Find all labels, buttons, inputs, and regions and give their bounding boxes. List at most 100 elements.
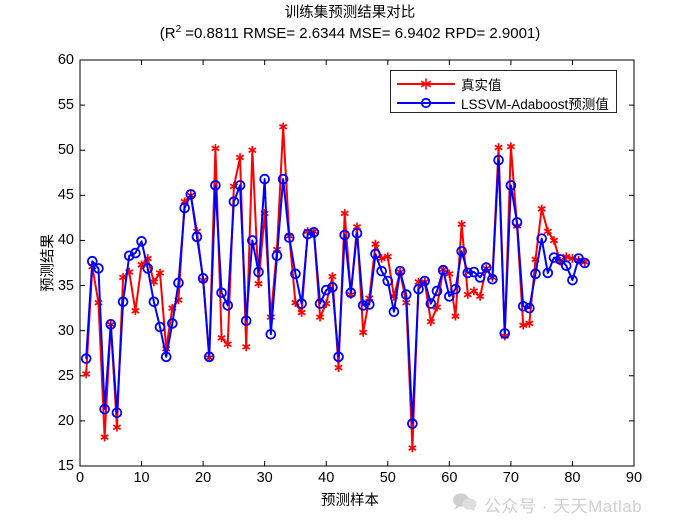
data-point-marker [340,209,349,218]
data-point-marker [567,274,578,286]
watermark-text: 公众号 · 天天Matlab [484,497,643,516]
data-point-marker [537,204,546,214]
data-point-marker [474,272,486,283]
data-point-marker [339,229,350,241]
y-tick-label: 60 [57,52,74,68]
chart-title-block: 训练集预测结果对比 (R2 =0.8811 RMSE= 2.6344 MSE= … [0,4,700,44]
watermark: 公众号 · 天天Matlab [452,492,642,517]
x-tick-label: 80 [564,470,581,486]
x-tick-label: 20 [195,470,212,486]
y-tick-label: 50 [57,142,74,159]
data-point-marker [408,443,417,453]
y-tick-label: 45 [57,187,74,204]
data-point-marker [506,142,516,151]
data-point-marker [81,369,91,379]
data-point-marker [222,300,234,311]
data-point-marker [371,239,380,249]
data-point-marker [357,300,369,311]
data-point-marker [242,342,251,352]
legend-label-truth: 真实值 [461,77,502,93]
y-tick-label: 20 [57,412,74,429]
data-point-marker [223,339,232,349]
data-point-marker [383,252,392,261]
data-point-marker [419,275,431,287]
data-point-marker [148,296,160,308]
data-point-marker [468,266,480,278]
data-point-marker [487,273,498,285]
data-point-marker [210,180,221,191]
data-point-marker [253,266,264,278]
subtitle-superscript: 2 [175,24,182,36]
data-point-marker [456,245,467,257]
data-point-marker [93,263,104,274]
data-point-marker [123,250,135,262]
data-point-marker [87,255,98,267]
data-point-marker [112,422,122,432]
data-point-marker [494,143,503,152]
data-point-marker [154,321,166,333]
data-point-marker [548,252,560,263]
data-point-marker [99,403,110,415]
data-point-marker [543,227,552,236]
data-point-marker [352,222,362,232]
data-point-marker [290,268,301,280]
data-point-marker [136,236,147,247]
data-point-marker [475,292,485,301]
data-point-marker [345,287,357,299]
x-tick-label: 60 [441,470,458,486]
data-point-marker [197,273,209,284]
data-point-marker [297,308,306,317]
data-point-marker [179,202,190,214]
data-point-marker [426,317,436,326]
chart-subtitle: (R2 =0.8811 RMSE= 2.6344 MSE= 6.9402 RPD… [0,24,700,44]
data-point-marker [155,268,165,278]
data-point-marker [314,298,326,309]
data-point-marker [80,353,92,364]
data-point-marker [240,315,252,327]
series-line-star [85,125,586,449]
data-point-marker [234,180,246,191]
data-point-marker [302,228,314,240]
wechat-icon [452,492,478,517]
data-point-marker [259,173,270,185]
data-point-marker [328,272,337,281]
y-tick-label: 35 [57,277,74,294]
data-point-marker [536,233,547,244]
data-point-marker [111,407,123,419]
data-point-marker [105,319,117,330]
x-axis-label: 预测样本 [321,493,379,509]
data-point-marker [444,291,455,302]
data-point-marker [308,227,320,238]
x-tick-label: 30 [256,470,273,486]
data-point-marker [278,122,288,132]
data-point-marker [254,279,263,289]
data-point-marker [364,299,375,310]
x-tick-label: 10 [133,470,150,486]
chart-title: 训练集预测结果对比 [284,5,416,21]
y-tick-label: 15 [57,458,74,474]
data-point-marker [228,196,240,207]
series-line-circle [85,159,586,425]
data-point-marker [499,328,511,339]
data-point-marker [457,219,466,229]
data-point-marker [265,328,277,340]
y-tick-label: 40 [57,232,74,249]
y-tick-label: 25 [57,367,74,384]
data-point-marker [388,306,400,318]
legend-item-prediction[interactable]: LSSVM-Adaboost预测值 [397,93,610,112]
axes-frame [79,59,635,467]
data-point-marker [160,351,172,363]
legend-item-truth[interactable]: 真实值 [397,74,610,93]
data-point-marker [247,235,258,246]
data-point-marker [376,265,387,277]
data-point-marker [519,320,528,330]
data-point-marker [530,268,541,280]
data-point-marker [211,144,220,153]
data-point-marker [554,254,566,265]
data-point-marker [437,264,449,276]
data-point-marker [425,298,437,309]
data-point-marker [517,301,529,312]
data-point-marker [131,306,140,316]
